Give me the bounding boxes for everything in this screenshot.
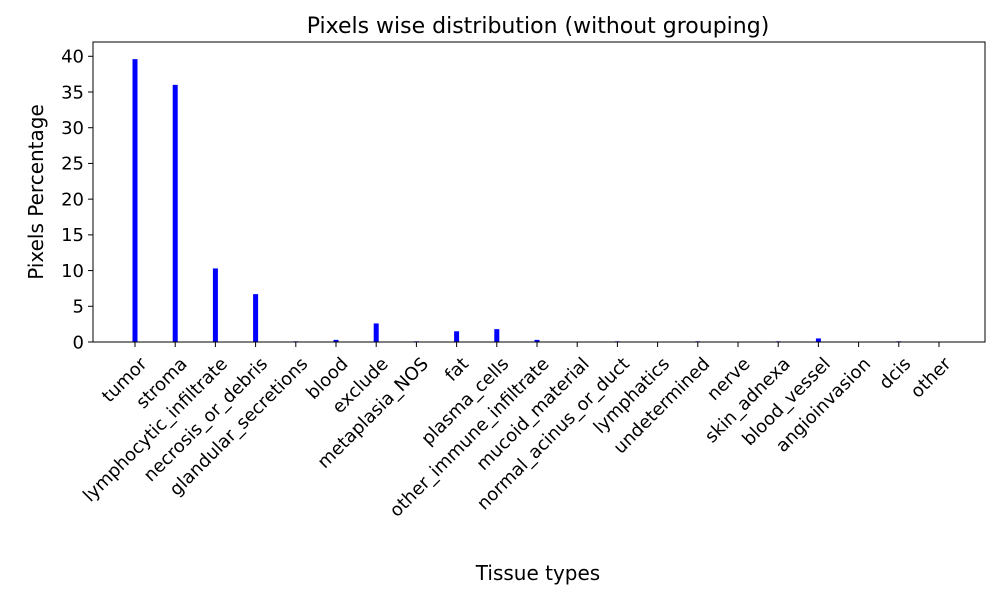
plot-frame [92,41,986,343]
y-axis: 0 5 10 15 20 25 30 35 40 [61,47,93,353]
x-tick-label-other: other [907,353,956,402]
bar-stroma [172,84,178,343]
y-tick-label-40: 40 [61,47,84,68]
bar-lymphocytic_infiltrate [212,268,218,342]
y-tick-label-0: 0 [73,332,84,353]
bar-necrosis_or_debris [253,294,259,342]
y-tick-label-35: 35 [61,82,84,103]
x-tick-label-fat: fat [441,354,473,386]
bar-other_immune_infiltrate [534,339,540,342]
bar-exclude [373,323,379,342]
y-tick-label-15: 15 [61,225,84,246]
y-tick-label-25: 25 [61,154,84,175]
x-axis-label: Tissue types [475,561,600,585]
y-tick-label-5: 5 [73,297,84,318]
y-tick-label-20: 20 [61,189,84,210]
bar-plasma_cells [494,329,500,342]
bars-group [132,59,902,343]
y-tick-label-30: 30 [61,118,84,139]
y-tick-label-10: 10 [61,261,84,282]
bar-blood [333,339,339,342]
x-axis: tumorstromalymphocytic_infiltratenecrosi… [79,342,956,521]
bar-fat [454,331,460,342]
bar-tumor [132,59,138,342]
chart-title: Pixels wise distribution (without groupi… [307,14,770,39]
bar-blood_vessel [815,338,821,342]
y-axis-label: Pixels Percentage [24,104,48,280]
